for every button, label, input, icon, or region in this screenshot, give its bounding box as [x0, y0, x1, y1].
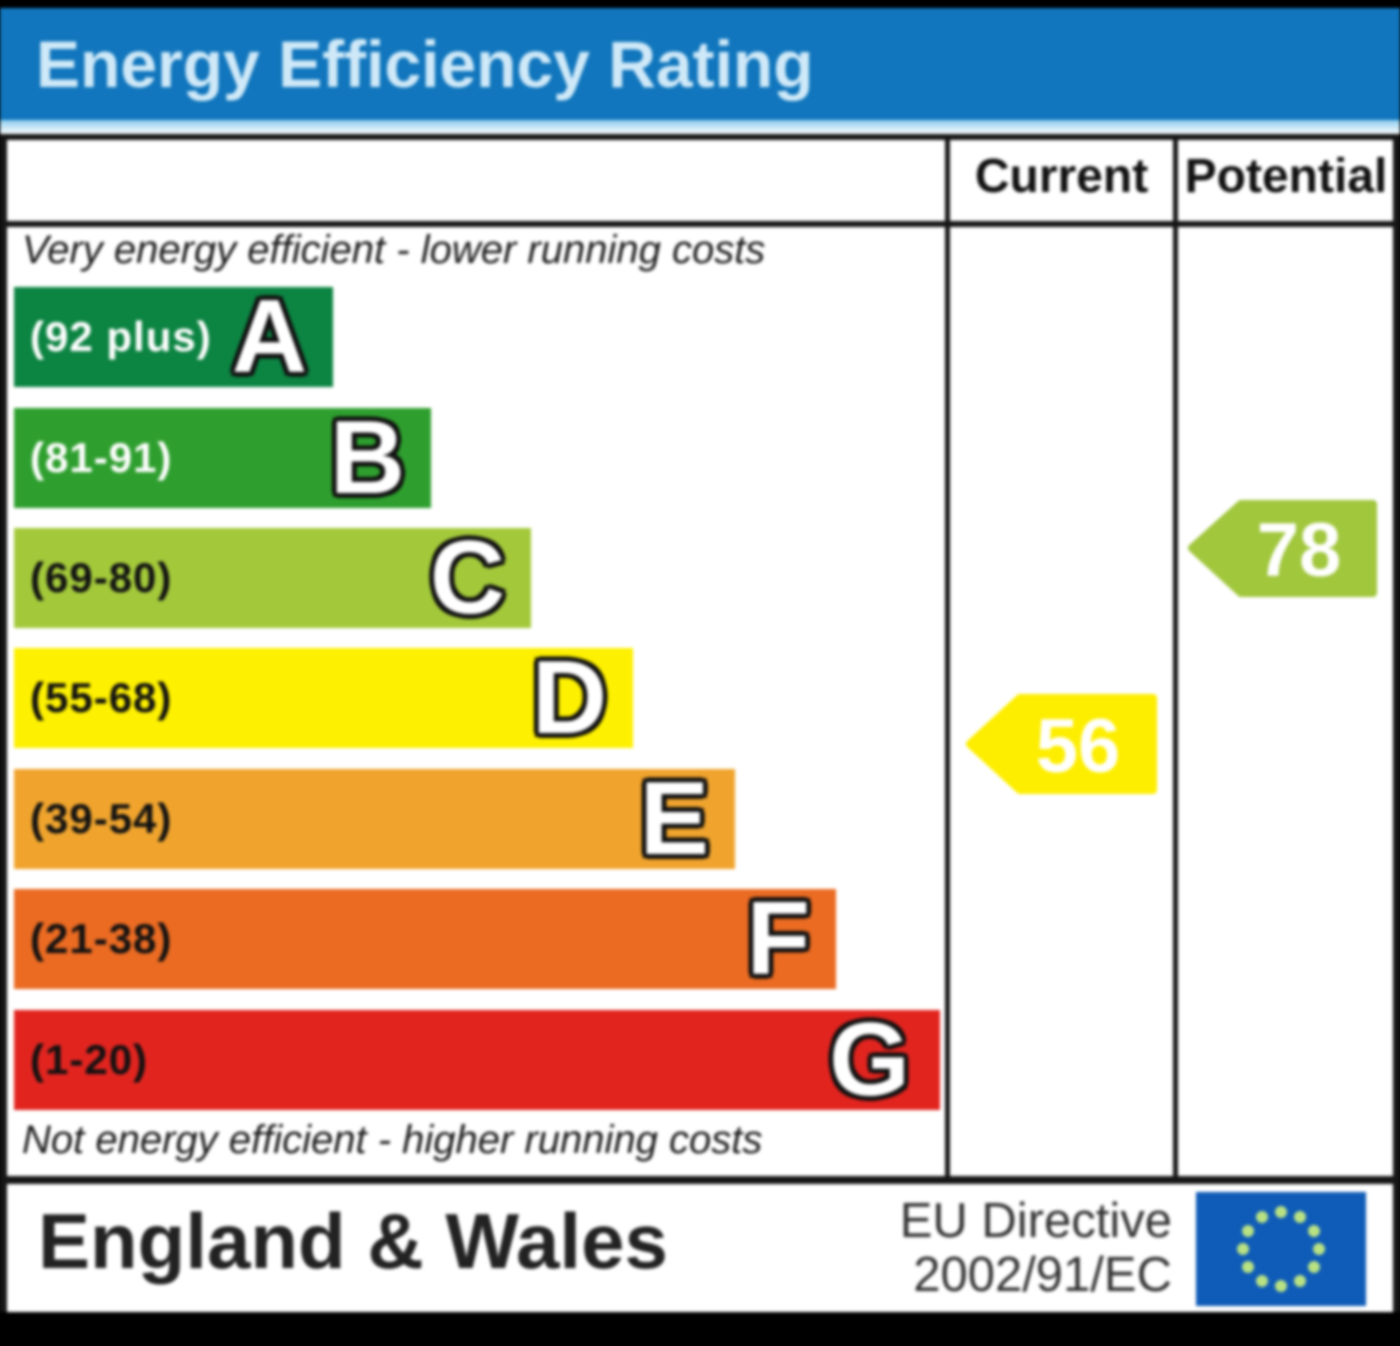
- svg-text:56: 56: [1036, 704, 1121, 789]
- svg-text:78: 78: [1257, 508, 1342, 593]
